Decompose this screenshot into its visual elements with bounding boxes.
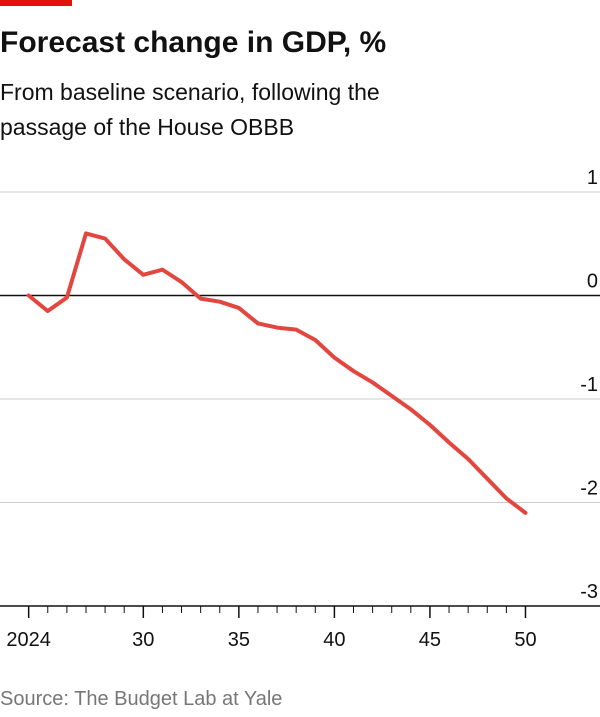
y-tick-label: -1 [580,374,598,396]
chart-title: Forecast change in GDP, % [0,26,386,59]
chart-subtitle: From baseline scenario, following the [0,79,380,105]
x-tick-label: 45 [419,629,441,651]
x-tick-label: 30 [132,629,154,651]
chart-subtitle: passage of the House OBBB [0,114,294,140]
x-tick-label: 35 [228,629,250,651]
y-tick-label: -3 [580,581,598,603]
x-tick-label: 40 [323,629,345,651]
data-line [26,231,528,515]
x-tick-label: 2024 [6,629,51,651]
accent-bar [0,0,72,6]
y-tick-label: 1 [587,167,598,189]
x-tick-label: 50 [514,629,536,651]
y-tick-label: 0 [587,271,598,293]
y-tick-label: -2 [580,478,598,500]
source: Source: The Budget Lab at Yale [0,688,282,710]
